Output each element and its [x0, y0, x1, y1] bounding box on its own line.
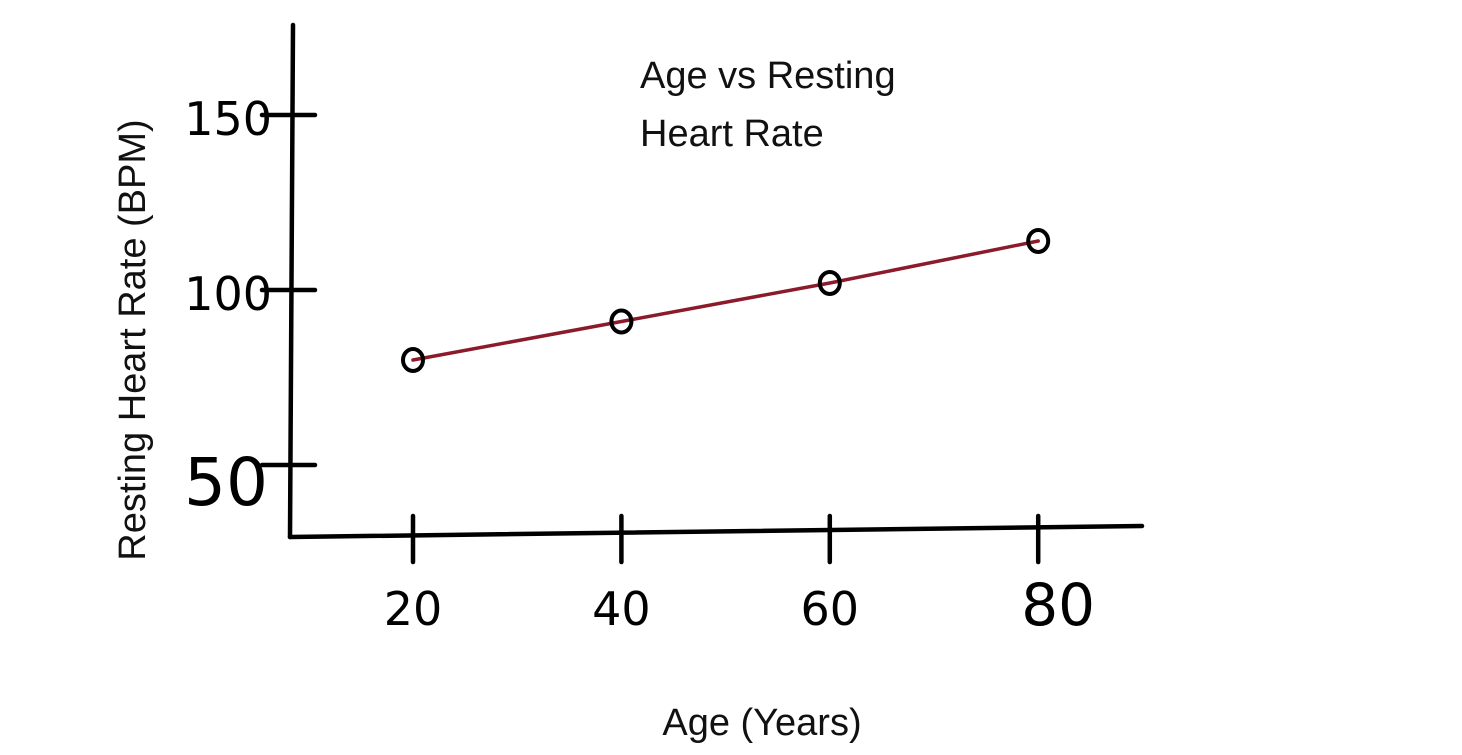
chart-title-line-2: Heart Rate: [640, 113, 824, 155]
x-tick-label: 20: [384, 582, 443, 636]
chart-title: Age vs Resting Heart Rate: [640, 55, 896, 155]
x-axis-label: Age (Years): [662, 702, 861, 744]
y-axis-label: Resting Heart Rate (BPM): [112, 119, 154, 560]
y-tick-label: 100: [184, 267, 272, 321]
y-axis: [287, 22, 296, 540]
y-ticks: 50 100 150: [184, 92, 318, 521]
data-point: [401, 347, 425, 373]
y-tick-label: 50: [184, 444, 268, 521]
data-point: [1026, 228, 1051, 254]
data-point: [609, 308, 634, 335]
chart-title-line-1: Age vs Resting: [640, 55, 896, 97]
x-ticks: 20 40 60 80: [384, 513, 1095, 639]
data-point: [817, 270, 842, 296]
y-tick-label: 150: [184, 92, 272, 146]
x-axis: [287, 523, 1145, 540]
series: [401, 228, 1051, 373]
x-tick-label: 80: [1021, 571, 1095, 639]
x-tick-label: 60: [801, 582, 860, 636]
series-line: [411, 239, 1040, 362]
x-tick-label: 40: [592, 582, 651, 636]
